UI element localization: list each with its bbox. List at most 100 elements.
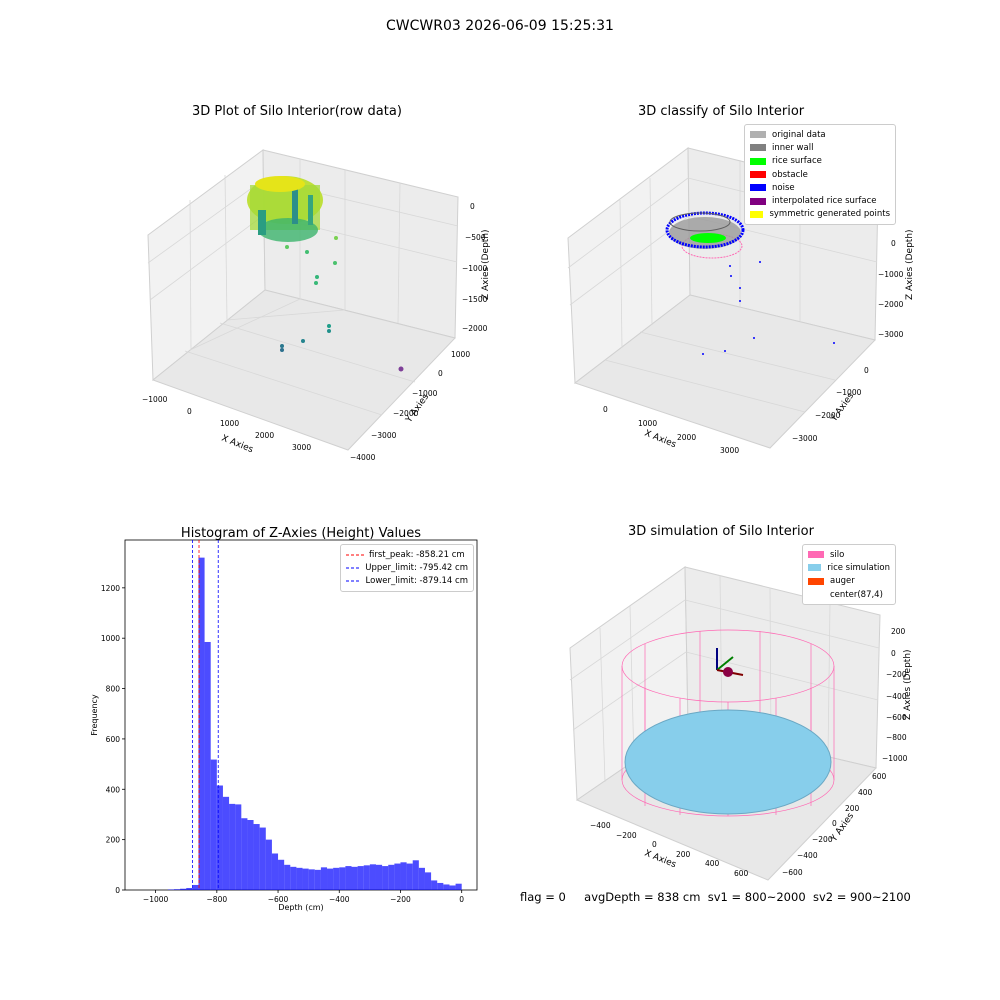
x-tick: 1000 [638, 419, 657, 428]
z-tick: −200 [886, 670, 907, 679]
histogram-bar [382, 866, 389, 890]
x-tick: 0 [187, 407, 192, 416]
histogram-bar [253, 824, 260, 890]
legend-label: Upper_limit: -795.42 cm [365, 562, 468, 573]
histogram-bar [241, 818, 248, 890]
sv1-text: sv1 = 800~2000 [707, 890, 806, 904]
y-tick-label: 400 [106, 785, 121, 794]
legend-label: rice surface [772, 156, 822, 167]
z-tick: 0 [891, 649, 896, 658]
histogram-legend: first_peak: -858.21 cm Upper_limit: -795… [340, 544, 474, 592]
y-tick: 0 [438, 369, 443, 378]
y-tick: −600 [782, 868, 803, 877]
histogram-bar [400, 862, 407, 890]
histogram-chart: Histogram of Z-Axies (Height) Values −10… [90, 526, 478, 912]
classify-legend: original data inner wall rice surface ob… [744, 124, 896, 226]
y-axis-label: Frequency [90, 694, 99, 736]
histogram-bar [412, 860, 419, 890]
plot-area [124, 539, 478, 891]
y-tick: 0 [864, 366, 869, 375]
legend-label: symmetric generated points [769, 209, 890, 220]
y-tick-label: 1200 [101, 584, 120, 593]
histogram-bar [290, 866, 297, 890]
z-tick: 0 [891, 239, 896, 248]
y-ticks: 0 200 400 600 800 1000 1200 [101, 584, 125, 895]
legend-item: rice surface [750, 155, 890, 168]
z-tick: 0 [470, 202, 475, 211]
y-tick: 400 [858, 788, 873, 797]
noise-points [702, 261, 835, 355]
histogram-bars [167, 557, 462, 890]
legend-item: first_peak: -858.21 cm [346, 548, 468, 561]
histogram-bar [235, 804, 242, 890]
z-axis-label: Z Axies (Depth) [905, 229, 915, 300]
histogram-bar [302, 868, 309, 890]
histogram-bar [278, 859, 285, 890]
x-axis-label: X Axies [643, 429, 678, 451]
legend-label: noise [772, 182, 795, 193]
histogram-bar [265, 839, 272, 890]
histogram-bar [314, 869, 321, 890]
histogram-bar [406, 863, 413, 890]
histogram-bar [186, 887, 193, 890]
histogram-bar [333, 867, 340, 890]
legend-label: center(87,4) [830, 589, 883, 600]
histogram-bar [351, 866, 358, 890]
legend-item: inner wall [750, 141, 890, 154]
histogram-bar [431, 880, 438, 890]
histogram-bar [437, 882, 444, 890]
y-tick: −200 [812, 835, 833, 844]
x-tick: 1000 [220, 419, 239, 428]
legend-item: original data [750, 128, 890, 141]
y-tick-label: 1000 [101, 634, 120, 643]
histogram-bar [388, 864, 395, 890]
legend-label: first_peak: -858.21 cm [369, 549, 465, 560]
reference-lines [192, 540, 219, 890]
avg-depth-text: avgDepth = 838 cm [584, 890, 701, 904]
raw-plot-title: 3D Plot of Silo Interior(row data) [192, 104, 402, 119]
legend-item: auger [808, 575, 890, 588]
legend-item: center(87,4) [808, 588, 890, 601]
chart-title: Histogram of Z-Axies (Height) Values [181, 526, 421, 541]
x-tick: 3000 [292, 443, 311, 452]
legend-label: Lower_limit: -879.14 cm [365, 576, 468, 587]
legend-item: interpolated rice surface [750, 194, 890, 207]
histogram-bar [296, 867, 303, 890]
classified-point-cloud [665, 211, 745, 259]
x-tick-label: −200 [390, 895, 411, 904]
histogram-bar [449, 885, 456, 890]
histogram-bar [394, 863, 401, 890]
z-tick: 200 [891, 627, 906, 636]
y-tick: −1000 [836, 388, 862, 397]
histogram-bar [180, 888, 187, 890]
x-tick: 0 [603, 405, 608, 414]
x-tick: −1000 [142, 395, 168, 404]
y-tick: −1000 [412, 389, 438, 398]
y-tick: 0 [832, 819, 837, 828]
histogram-bar [345, 866, 352, 890]
histogram-bar [308, 869, 315, 890]
simulation-legend: silo rice simulation auger center(87,4) [802, 544, 896, 606]
x-tick-label: −1000 [143, 895, 169, 904]
legend-label: auger [830, 576, 855, 587]
figure-title: CWCWR03 2026-06-09 15:25:31 [386, 18, 614, 34]
z-tick: −500 [465, 233, 486, 242]
x-tick-label: −600 [268, 895, 289, 904]
x-tick-label: 0 [459, 895, 464, 904]
z-tick: −2000 [878, 300, 904, 309]
simulation-plot-title: 3D simulation of Silo Interior [628, 524, 814, 539]
histogram-bar [216, 785, 223, 890]
y-tick: −2000 [815, 411, 841, 420]
z-tick: −1000 [878, 270, 904, 279]
histogram-bar [339, 867, 346, 890]
x-tick: 3000 [720, 446, 739, 455]
legend-item: Upper_limit: -795.42 cm [346, 561, 468, 574]
x-ticks: −1000 −800 −600 −400 −200 0 [143, 890, 464, 904]
x-axis-label: X Axies [220, 434, 255, 456]
z-tick: −2000 [462, 324, 488, 333]
x-axis-label: X Axies [643, 849, 678, 871]
legend-label: rice simulation [827, 562, 890, 573]
x-axis-label: Depth (cm) [278, 903, 323, 912]
histogram-bar [357, 866, 364, 890]
x-tick: 0 [652, 840, 657, 849]
